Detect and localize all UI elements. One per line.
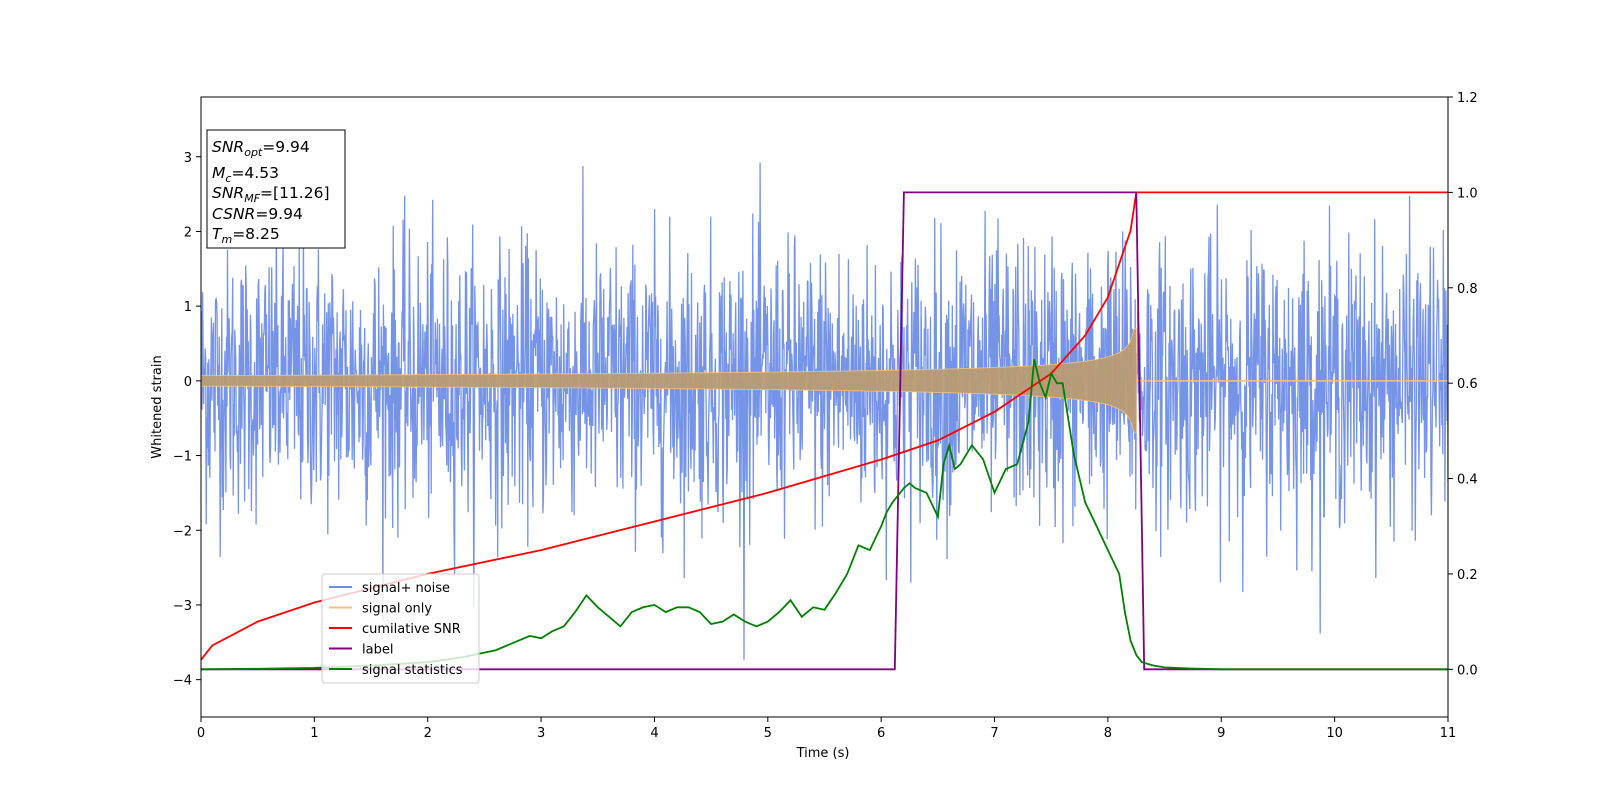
x-tick-label: 2 xyxy=(424,726,432,741)
x-tick-label: 3 xyxy=(537,726,545,741)
y-left-tick-label: 3 xyxy=(184,151,192,166)
x-tick-label: 9 xyxy=(1217,726,1225,741)
x-tick-label: 11 xyxy=(1440,726,1457,741)
y-axis-label: Whitened strain xyxy=(150,355,165,458)
y-right-tick-label: 1.0 xyxy=(1457,186,1478,201)
signal-only-series xyxy=(201,328,1448,434)
info-mc: Mc=4.53 xyxy=(212,164,279,185)
legend-label: signal statistics xyxy=(362,663,463,678)
signal-only-envelope xyxy=(201,328,1137,434)
y-left-tick-label: 0 xyxy=(184,375,192,390)
info-snr-mf: SNRMF=[11.26] xyxy=(212,184,330,205)
y-axis-left: 3 2 1 0 −1 −2 −3 −4 xyxy=(173,151,201,689)
y-right-tick-label: 0.8 xyxy=(1457,282,1478,297)
y-left-tick-label: −3 xyxy=(173,599,192,614)
x-tick-label: 7 xyxy=(990,726,998,741)
legend-label: label xyxy=(362,643,393,658)
y-right-tick-label: 0.2 xyxy=(1457,568,1478,583)
x-tick-label: 0 xyxy=(197,726,205,741)
y-axis-right: 1.2 1.0 0.8 0.6 0.4 0.2 0.0 xyxy=(1448,91,1478,678)
y-right-tick-label: 0.6 xyxy=(1457,377,1478,392)
x-tick-label: 5 xyxy=(764,726,772,741)
y-left-tick-label: −2 xyxy=(173,524,192,539)
x-tick-label: 10 xyxy=(1326,726,1343,741)
x-axis: 0 1 2 3 4 5 6 7 8 9 10 11 xyxy=(197,717,1456,741)
y-left-tick-label: 2 xyxy=(184,225,192,240)
info-csnr: CSNR=9.94 xyxy=(212,205,303,223)
y-right-tick-label: 1.2 xyxy=(1457,91,1478,106)
series-line-signal-statistics xyxy=(201,359,1448,671)
x-tick-label: 6 xyxy=(877,726,885,741)
y-right-tick-label: 0.0 xyxy=(1457,663,1478,678)
x-axis-label: Time (s) xyxy=(796,746,850,761)
plot-area xyxy=(201,162,1448,671)
x-tick-label: 1 xyxy=(310,726,318,741)
y-left-tick-label: 1 xyxy=(184,300,192,315)
info-snr-opt: SNRopt=9.94 xyxy=(212,138,310,159)
legend-label: signal+ noise xyxy=(362,581,450,596)
info-tm: Tm=8.25 xyxy=(212,225,280,246)
legend: signal+ noise signal only cumilative SNR la… xyxy=(321,573,480,684)
y-left-tick-label: −4 xyxy=(173,674,192,689)
info-box: SNRopt=9.94 Mc=4.53 SNRMF=[11.26] CSNR=9… xyxy=(206,129,346,249)
legend-label: cumilative SNR xyxy=(362,622,461,637)
x-tick-label: 4 xyxy=(650,726,658,741)
plot-frame xyxy=(200,96,1449,718)
y-left-tick-label: −1 xyxy=(173,450,192,465)
y-right-tick-label: 0.4 xyxy=(1457,473,1478,488)
x-tick-label: 8 xyxy=(1104,726,1112,741)
legend-label: signal only xyxy=(362,602,432,617)
